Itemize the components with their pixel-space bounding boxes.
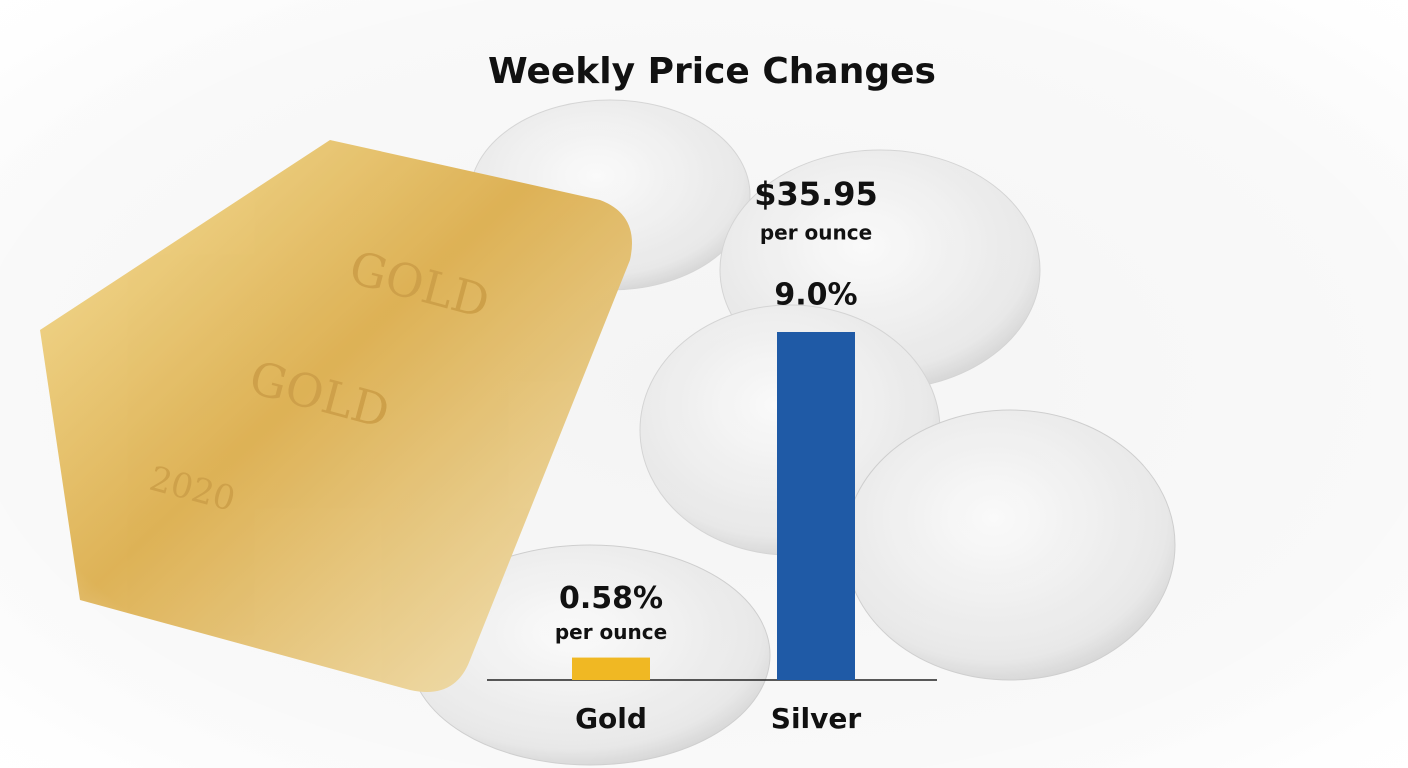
- x-tick-label: Silver: [771, 702, 862, 735]
- bar: [572, 657, 650, 680]
- value-label: 9.0%: [774, 278, 857, 313]
- value-label: 0.58%: [559, 581, 663, 616]
- chart-title: Weekly Price Changes: [488, 51, 936, 92]
- x-tick-label: Gold: [575, 702, 647, 735]
- annotation: per ounce: [555, 620, 667, 644]
- annotation: $35.95: [754, 175, 877, 213]
- annotation: per ounce: [760, 221, 872, 245]
- bar: [777, 332, 855, 680]
